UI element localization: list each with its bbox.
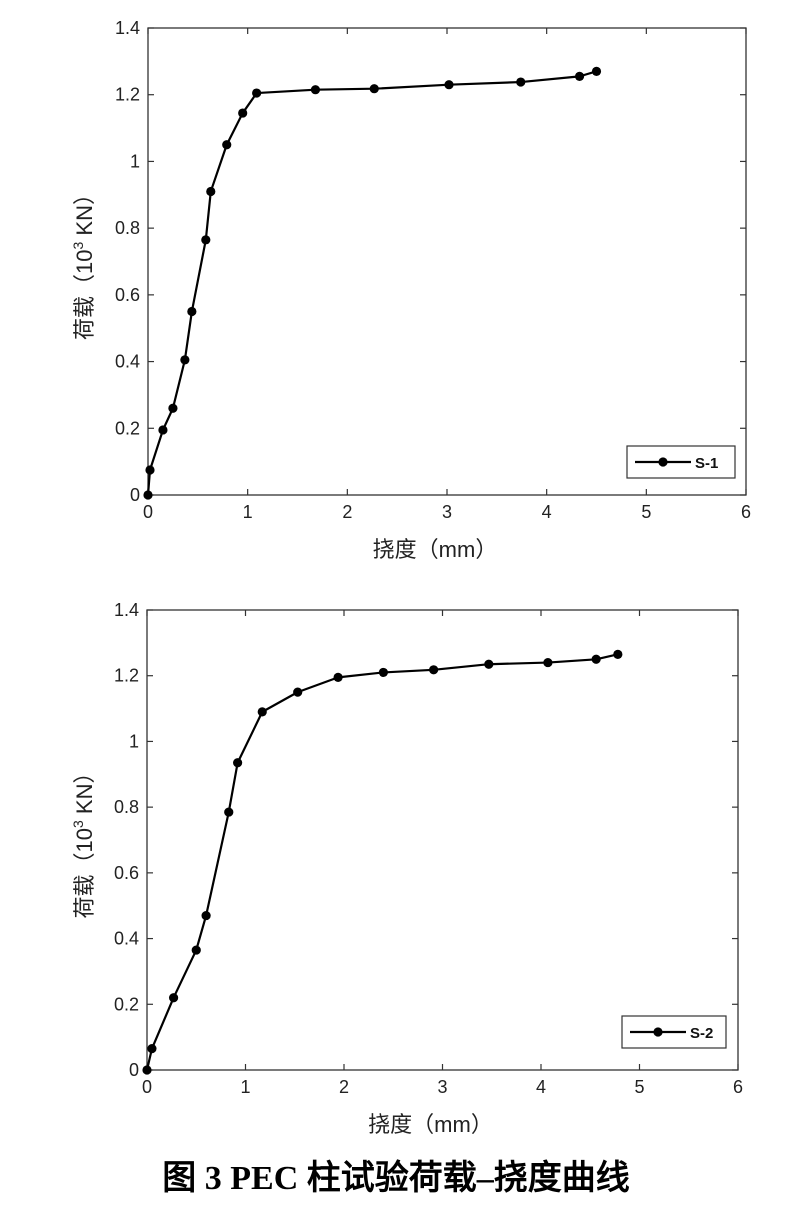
y-axis-title-sup: 3	[70, 820, 86, 828]
data-point	[233, 758, 243, 768]
x-tick-label: 1	[243, 502, 253, 522]
x-tick-label: 0	[143, 502, 153, 522]
y-tick-label: 0.2	[115, 418, 140, 438]
series-line-s-2	[145, 653, 619, 1071]
data-point	[574, 71, 585, 81]
data-point	[168, 993, 179, 1003]
data-point	[158, 425, 168, 435]
y-tick-label: 1.2	[115, 85, 140, 105]
x-tick-label: 1	[240, 1077, 250, 1097]
y-tick-label: 0	[129, 1060, 139, 1080]
y-tick-label: 0.8	[115, 218, 140, 238]
x-axis-title: 挠度（mm）	[368, 1112, 493, 1137]
data-point	[143, 490, 153, 500]
y-tick-label: 1.4	[114, 600, 139, 620]
y-tick-label: 0.2	[114, 994, 139, 1014]
y-axis-title: 荷载（103 KN）	[70, 762, 97, 919]
chart-panel-s2: 0 1 2 3 4 5 6 0 0.2 0.4 0.6 0.8 1 1.2 1.4 挠度（mm） 荷载（103 …	[0, 582, 792, 1142]
y-axis-title-sup: 3	[70, 242, 86, 250]
data-point	[333, 672, 343, 682]
data-point	[444, 80, 454, 90]
x-tick-label: 5	[641, 502, 651, 522]
data-point	[252, 88, 262, 98]
x-tick-label: 6	[733, 1077, 743, 1097]
data-point	[429, 665, 439, 675]
data-point	[310, 85, 321, 95]
data-point	[187, 306, 197, 317]
y-tick-label: 0.4	[114, 929, 139, 949]
y-tick-label: 1	[129, 731, 139, 751]
y-tick-label: 1	[130, 151, 140, 171]
legend: S-2	[621, 1015, 727, 1049]
data-point	[147, 1044, 157, 1054]
y-tick-label: 1.4	[115, 18, 140, 38]
data-point	[257, 707, 267, 717]
chart-s1-svg: 0 1 2 3 4 5 6 0 0.2 0.4 0.6 0.8 1 1.2 1.4 挠度（mm） 荷载（103 …	[70, 18, 751, 562]
y-axis-title-unit: KN）	[72, 183, 97, 242]
y-axis-title-main: 荷载（10	[72, 250, 97, 340]
chart-s2-svg: 0 1 2 3 4 5 6 0 0.2 0.4 0.6 0.8 1 1.2 1.4 挠度（mm） 荷载（103 …	[70, 600, 743, 1137]
data-point	[591, 66, 602, 76]
plot-frame	[146, 609, 739, 1071]
data-point	[484, 659, 494, 669]
data-point	[378, 667, 388, 678]
y-tick-label: 0.8	[114, 797, 139, 817]
y-tick-label: 0.6	[115, 285, 140, 305]
y-tick-label: 0	[130, 485, 140, 505]
y-axis-title-main: 荷载（10	[72, 828, 97, 918]
data-point	[516, 77, 526, 87]
data-point	[543, 657, 553, 668]
y-axis-title-unit: KN）	[72, 762, 97, 821]
x-tick-label: 3	[437, 1077, 447, 1097]
data-point	[591, 654, 601, 664]
y-axis-title: 荷载（103 KN）	[70, 183, 97, 340]
data-point	[201, 910, 211, 921]
legend-marker	[658, 457, 668, 467]
data-point	[168, 403, 178, 413]
x-tick-label: 6	[741, 502, 751, 522]
data-point	[206, 186, 216, 197]
data-point	[222, 140, 232, 150]
legend: S-1	[626, 445, 736, 479]
x-tick-label: 3	[442, 502, 452, 522]
data-point	[142, 1065, 152, 1075]
x-tick-label: 0	[142, 1077, 152, 1097]
data-point	[613, 649, 623, 659]
plot-frame	[147, 27, 747, 496]
series-line-s-1	[146, 70, 597, 496]
chart-panel-s1: 0 1 2 3 4 5 6 0 0.2 0.4 0.6 0.8 1 1.2 1.4 挠度（mm） 荷载（103 …	[0, 0, 792, 580]
y-tick-label: 1.2	[114, 666, 139, 686]
data-point	[238, 108, 248, 118]
legend-label: S-2	[690, 1025, 713, 1042]
data-point	[191, 945, 201, 955]
x-axis-title: 挠度（mm）	[373, 537, 498, 562]
data-point	[145, 465, 155, 475]
data-point	[293, 687, 303, 697]
legend-label: S-1	[695, 455, 718, 472]
x-tick-label: 2	[342, 502, 352, 522]
legend-marker	[653, 1027, 663, 1037]
x-tick-label: 5	[634, 1077, 644, 1097]
x-tick-label: 4	[536, 1077, 546, 1097]
data-point	[180, 355, 190, 365]
y-tick-label: 0.6	[114, 863, 139, 883]
data-point	[201, 235, 211, 245]
data-point	[369, 84, 379, 94]
y-tick-label: 0.4	[115, 352, 140, 372]
figure-caption: 图 3 PEC 柱试验荷载–挠度曲线	[162, 1160, 630, 1197]
data-point	[224, 807, 234, 817]
x-tick-label: 4	[542, 502, 552, 522]
x-tick-label: 2	[339, 1077, 349, 1097]
